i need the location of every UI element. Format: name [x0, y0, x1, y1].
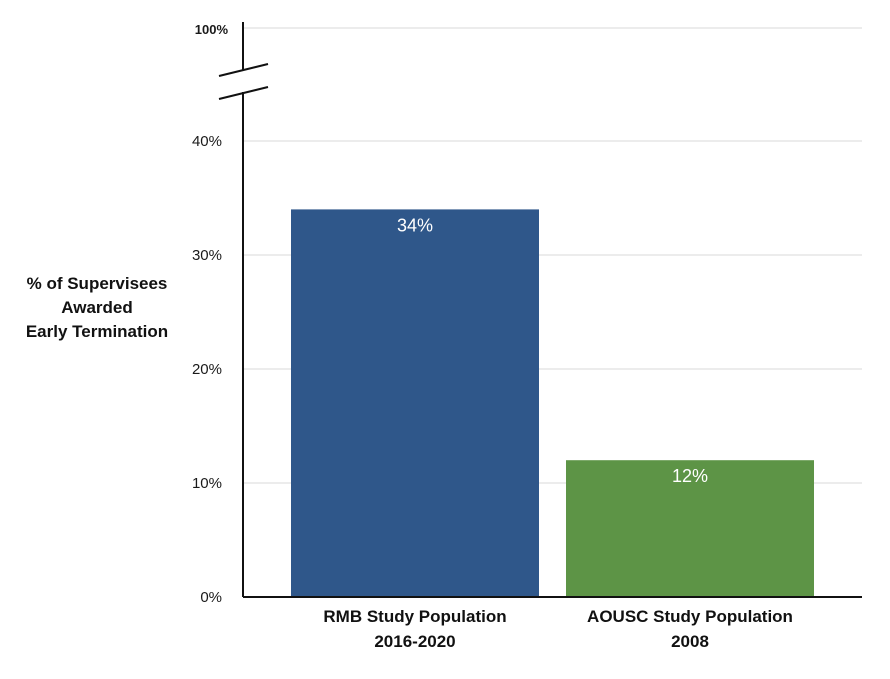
data-label: 12% — [672, 466, 708, 486]
y-tick-label: 0% — [200, 589, 222, 606]
y-tick-label: 20% — [192, 361, 222, 378]
axis-break-mark — [218, 86, 269, 100]
y-tick-label: 30% — [192, 247, 222, 264]
y-axis-title: Awarded — [61, 298, 133, 317]
x-category-label: AOUSC Study Population — [587, 607, 793, 626]
bars — [291, 209, 814, 597]
y-tick-label: 10% — [192, 475, 222, 492]
x-category-label: 2016-2020 — [374, 632, 455, 651]
x-category-label: RMB Study Population — [323, 607, 506, 626]
x-category-label: 2008 — [671, 632, 709, 651]
bar — [566, 460, 814, 597]
y-tick-label: 40% — [192, 133, 222, 150]
axes — [218, 22, 862, 598]
y-tick-label: 100% — [195, 22, 229, 37]
y-axis-title: % of Supervisees — [27, 274, 168, 293]
axis-break-mark — [218, 63, 269, 77]
data-label: 34% — [397, 215, 433, 235]
labels: 0% 10% 20% 30% 40% 100% 34% RMB Study Populatio… — [26, 22, 793, 651]
bar — [291, 209, 539, 597]
y-axis-title: Early Termination — [26, 322, 168, 341]
